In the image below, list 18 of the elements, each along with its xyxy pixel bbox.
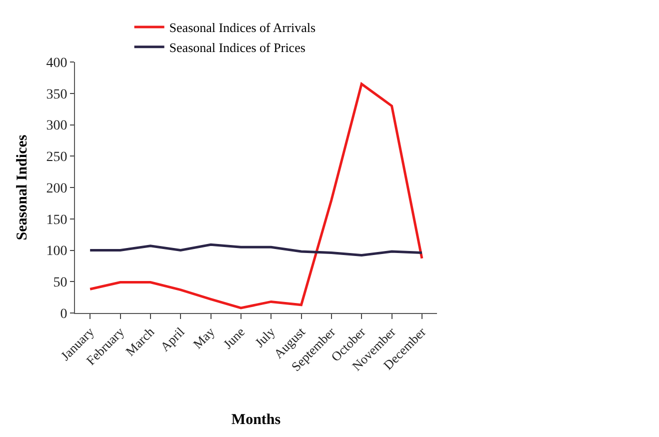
- x-tick-label: May: [190, 324, 218, 352]
- y-tick-label: 50: [53, 276, 68, 291]
- y-tick-label: 400: [46, 56, 68, 71]
- y-axis-title: Seasonal Indices: [14, 134, 30, 240]
- y-tick-label: 350: [46, 87, 68, 102]
- x-tick-label: June: [220, 324, 248, 352]
- line-series: [88, 243, 424, 257]
- y-tick-label: 250: [46, 150, 68, 166]
- y-tick-label: 200: [46, 181, 68, 196]
- x-tick-label: July: [252, 324, 278, 350]
- y-tick-label: 100: [46, 244, 68, 260]
- y-tick-label: 300: [46, 118, 68, 134]
- line-series: [88, 82, 424, 310]
- y-tick-label: 150: [46, 212, 68, 228]
- x-axis-title: Months: [231, 412, 281, 428]
- legend-label: Seasonal Indices of Arrivals: [169, 20, 316, 36]
- y-tick-label: 0: [60, 306, 68, 322]
- legend-label: Seasonal Indices of Prices: [169, 40, 306, 55]
